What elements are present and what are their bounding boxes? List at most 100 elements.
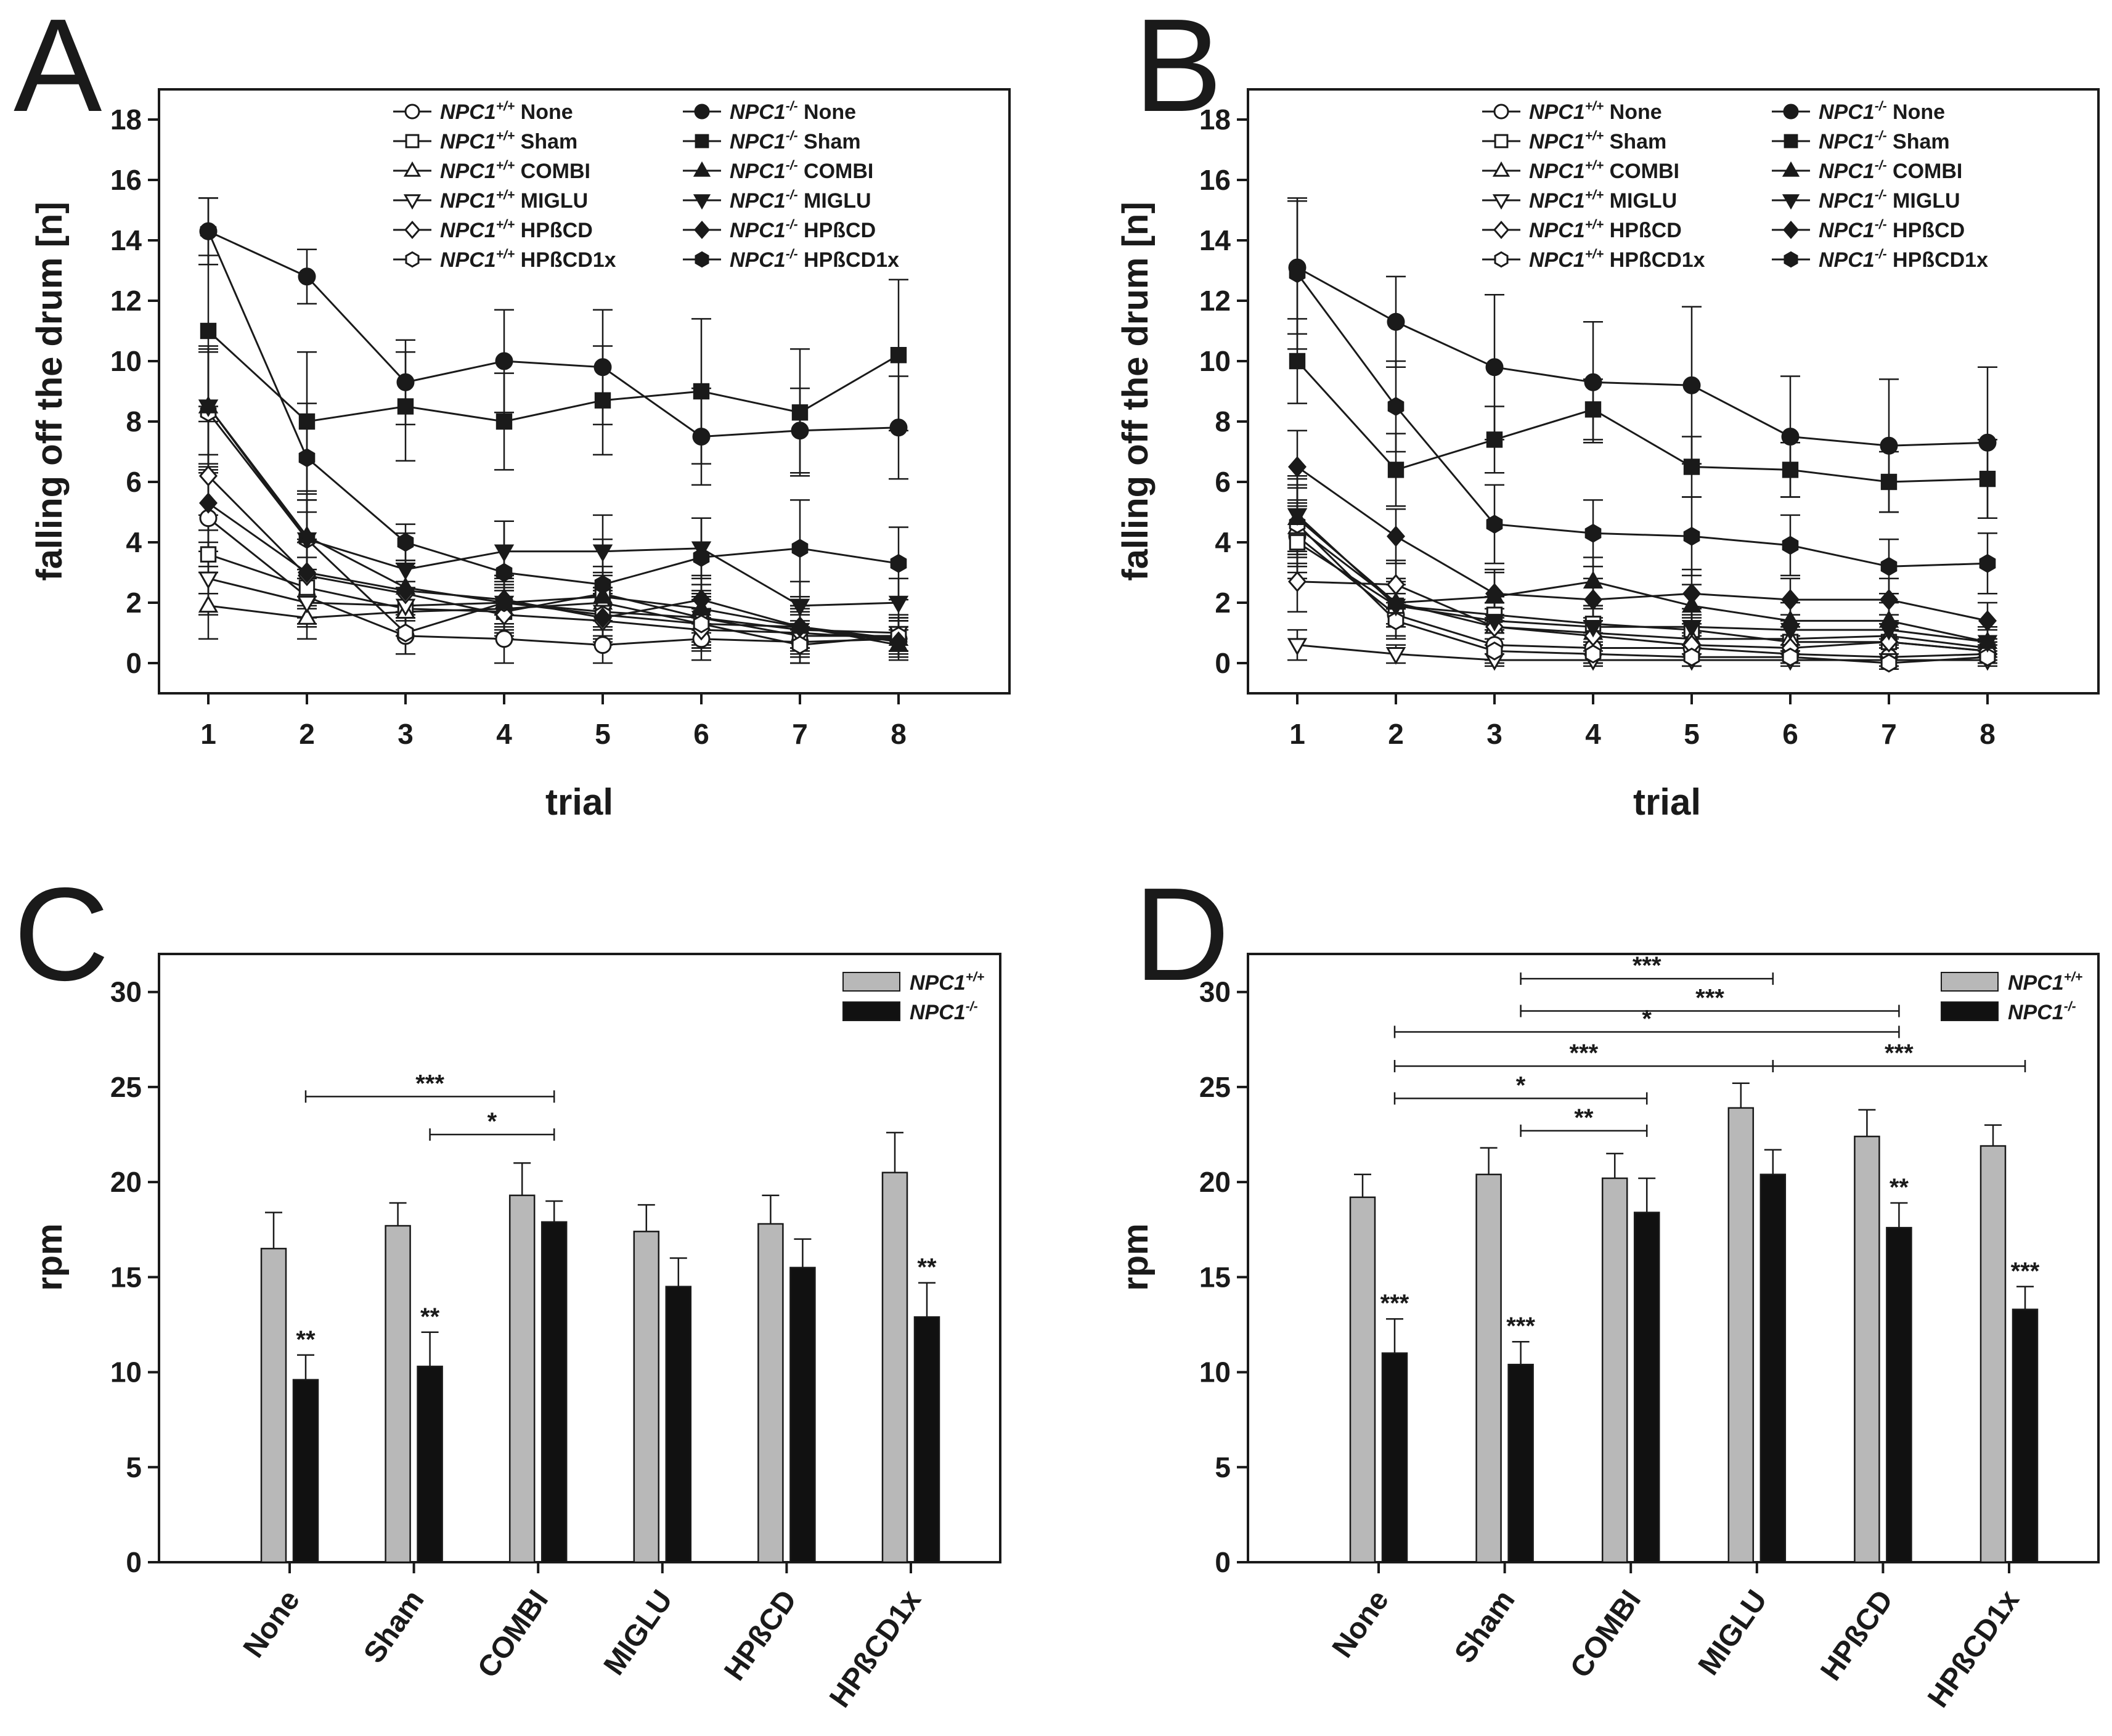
panel-c-legend-wt-swatch bbox=[842, 972, 900, 992]
panel-a-mut-sham-point-4 bbox=[495, 413, 513, 430]
panel-a-x-axis: 1 2 3 4 5 6 7 8 bbox=[200, 693, 907, 750]
panel-b-mut-sham-point-8 bbox=[1979, 470, 1996, 487]
panel-d-bracket-1-label: *** bbox=[1633, 952, 1661, 979]
panel-b-legend-mut-miglu-label-genotype: NPC1 bbox=[1819, 189, 1875, 213]
panel-a-legend-mut-hpsscd1x-marker bbox=[695, 251, 709, 268]
panel-a-mut-hpsscd-point-5 bbox=[593, 607, 612, 629]
panel-a-mut-none-point-2 bbox=[298, 267, 316, 286]
panel-b-legend-mut-combi-label-genotype: NPC1 bbox=[1819, 160, 1875, 183]
panel-b-mut-sham-point-7 bbox=[1880, 473, 1898, 491]
panel-b-legend-wt-hpsscd1x-label-genotype: NPC1 bbox=[1529, 248, 1585, 272]
panel-a-y-axis-title: falling off the drum [n] bbox=[30, 202, 70, 581]
panel-b-legend-mut-combi-marker bbox=[1782, 161, 1800, 177]
panel-b-mut-hpsscd1x-point-7 bbox=[1880, 556, 1898, 576]
panel-d-bar-mut-miglu bbox=[1759, 1173, 1787, 1563]
panel-a-y-tick-label-16: 16 bbox=[110, 164, 142, 196]
panel-a-legend-mut-hpsscd-marker bbox=[694, 221, 710, 239]
panel-b-wt-none-line bbox=[1297, 536, 1988, 658]
panel-b-mut-hpsscd1x-point-6 bbox=[1782, 536, 1799, 555]
panel-a-legend-mut-none-label-superscript: -/- bbox=[786, 99, 798, 113]
panel-b-wt-hpsscd-point-1 bbox=[1288, 571, 1307, 592]
panel-a-wt-sham-point-1 bbox=[200, 546, 217, 563]
panel-d-bracket-2-label: *** bbox=[1695, 985, 1724, 1012]
panel-c-error-bars bbox=[265, 1131, 936, 1380]
panel-b-legend-wt-none-marker bbox=[1493, 104, 1509, 120]
panel-d-legend-mut-label: NPC1-/- bbox=[2008, 1000, 2076, 1024]
panel-d-bracket-4-label: *** bbox=[1570, 1040, 1599, 1067]
panel-d-category-label-miglu: MIGLU bbox=[1692, 1584, 1774, 1681]
panel-b-wt-hpsscd1x-point-4 bbox=[1584, 644, 1602, 664]
panel-b-mut-hpsscd-point-8 bbox=[1978, 610, 1997, 632]
panel-b-y-axis-title: falling off the drum [n] bbox=[1115, 202, 1156, 581]
panel-b-wt-hpsscd-point-7 bbox=[1880, 631, 1898, 653]
panel-b-legend-mut-none-label-superscript: -/- bbox=[1875, 99, 1887, 113]
panel-c-bar-wt-sham bbox=[385, 1225, 411, 1563]
panel-a-mut-sham-line bbox=[207, 330, 899, 423]
panel-a-mut-miglu-point-5 bbox=[592, 544, 613, 563]
panel-d-plot-frame bbox=[1247, 953, 2100, 1563]
panel-a-mut-hpsscd1x-point-6 bbox=[693, 548, 710, 567]
panel-b-legend-mut-miglu-label: NPC1-/- MIGLU bbox=[1819, 188, 1960, 213]
panel-b-wt-hpsscd1x-point-2 bbox=[1387, 611, 1405, 630]
panel-a-wt-none-point-5 bbox=[593, 636, 612, 654]
panel-c-legend-wt-label: NPC1+/+ bbox=[910, 970, 984, 995]
panel-a-legend-wt-miglu-label: NPC1+/+ MIGLU bbox=[440, 188, 588, 213]
panel-b-y-tick-label-12: 12 bbox=[1199, 285, 1231, 317]
panel-d-legend-mut-label-superscript: -/- bbox=[2064, 1000, 2076, 1014]
panel-a-y-tick-label-6: 6 bbox=[126, 466, 142, 498]
panel-a-mut-hpsscd-point-8 bbox=[889, 631, 908, 653]
panel-b-mut-hpsscd1x-point-8 bbox=[1979, 553, 1996, 573]
panel-d-y-tick-label-0: 0 bbox=[1215, 1546, 1231, 1578]
panel-a-y-tick-label-10: 10 bbox=[110, 345, 142, 377]
panel-b-legend-mut-combi-label: NPC1-/- COMBI bbox=[1819, 158, 1962, 183]
panel-a-mut-sham-point-5 bbox=[594, 392, 611, 409]
panel-b-mut-sham-point-2 bbox=[1387, 462, 1405, 478]
panel-letter-c: C bbox=[14, 860, 109, 1008]
panel-b-x-tick-label-6: 6 bbox=[1782, 718, 1798, 750]
panel-a-mut-hpsscd1x-point-7 bbox=[791, 539, 809, 558]
panel-b-wt-hpsscd1x-point-6 bbox=[1782, 647, 1799, 667]
panel-c-sig-none: ** bbox=[296, 1326, 316, 1353]
panel-a-legend-wt-hpsscd1x-label-superscript: +/+ bbox=[496, 247, 515, 261]
panel-a-mut-hpsscd-line bbox=[208, 502, 899, 643]
panel-d-y-tick-label-5: 5 bbox=[1215, 1451, 1231, 1483]
panel-b-wt-miglu-line bbox=[1297, 644, 1988, 661]
panel-d-bar-mut-combi bbox=[1633, 1212, 1660, 1563]
panel-d-legend-mut-swatch bbox=[1941, 1001, 1999, 1021]
panel-b-legend-mut-hpsscd-label-treatment: HPßCD bbox=[1887, 219, 1965, 242]
panel-b-legend-mut-sham-label-superscript: -/- bbox=[1875, 129, 1887, 143]
panel-a-wt-hpsscd1x-line bbox=[207, 412, 899, 646]
panel-c-category-label-none: None bbox=[237, 1584, 306, 1664]
panel-c-bar-wt-hpsscd1x bbox=[881, 1172, 908, 1563]
panel-b-mut-hpsscd-point-2 bbox=[1387, 525, 1405, 547]
panel-b-y-tick-label-2: 2 bbox=[1215, 587, 1231, 619]
panel-b-mut-hpsscd1x-point-4 bbox=[1584, 523, 1602, 543]
panel-b-legend-mut-sham-label: NPC1-/- Sham bbox=[1819, 129, 1950, 153]
panel-b-x-tick-label-1: 1 bbox=[1289, 718, 1305, 750]
panel-a-mut-hpsscd-point-7 bbox=[791, 616, 809, 638]
panel-b-legend-wt-miglu-label-superscript: +/+ bbox=[1585, 188, 1604, 202]
panel-b-mut-none-point-3 bbox=[1485, 358, 1504, 377]
panel-a-wt-miglu-line bbox=[208, 577, 899, 634]
panel-b-legend-wt-miglu-label-genotype: NPC1 bbox=[1529, 189, 1585, 213]
panel-a-x-tick-label-5: 5 bbox=[595, 718, 611, 750]
panel-b-legend-mut-none-label-genotype: NPC1 bbox=[1819, 100, 1875, 124]
panel-b-legend-wt-hpsscd1x-marker bbox=[1494, 251, 1509, 268]
panel-c-bracket-1-label: *** bbox=[415, 1070, 444, 1097]
panel-b-markers bbox=[1287, 258, 1998, 673]
panel-a-legend-wt-none-label-genotype: NPC1 bbox=[440, 100, 496, 124]
panel-a-y-tick-label-12: 12 bbox=[110, 285, 142, 317]
panel-c-legend-wt-label-genotype: NPC1 bbox=[910, 971, 966, 995]
panel-c-legend-mut-swatch bbox=[842, 1001, 900, 1021]
panel-d-bracket-5-label: *** bbox=[1885, 1040, 1914, 1067]
panel-c-y-tick-label-20: 20 bbox=[110, 1166, 142, 1198]
panel-c-y-tick-label-30: 30 bbox=[110, 976, 142, 1008]
panel-a-legend-wt-hpsscd-label: NPC1+/+ HPßCD bbox=[440, 218, 593, 242]
panel-b-mut-none-point-2 bbox=[1387, 312, 1405, 331]
panel-b-x-axis: 1 2 3 4 5 6 7 8 bbox=[1289, 693, 1996, 750]
panel-c-y-tick-label-5: 5 bbox=[126, 1451, 142, 1483]
panel-b-mut-sham-point-3 bbox=[1486, 431, 1503, 448]
panel-b-x-tick-label-7: 7 bbox=[1881, 718, 1897, 750]
panel-b-mut-hpsscd1x-point-1 bbox=[1289, 264, 1306, 283]
